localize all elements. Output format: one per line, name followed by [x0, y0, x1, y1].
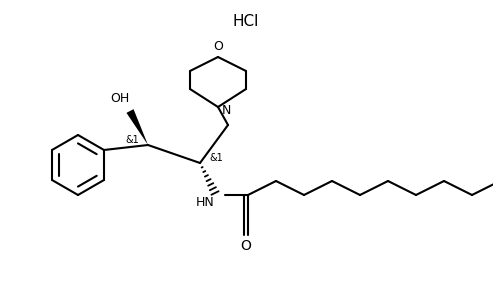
Text: &1: &1 — [209, 153, 223, 163]
Text: O: O — [213, 40, 223, 54]
Text: O: O — [241, 239, 251, 253]
Text: &1: &1 — [125, 135, 139, 145]
Text: OH: OH — [110, 93, 130, 105]
Text: HCl: HCl — [233, 14, 259, 30]
Text: HN: HN — [196, 197, 214, 209]
Text: N: N — [221, 103, 231, 117]
Polygon shape — [127, 109, 148, 145]
